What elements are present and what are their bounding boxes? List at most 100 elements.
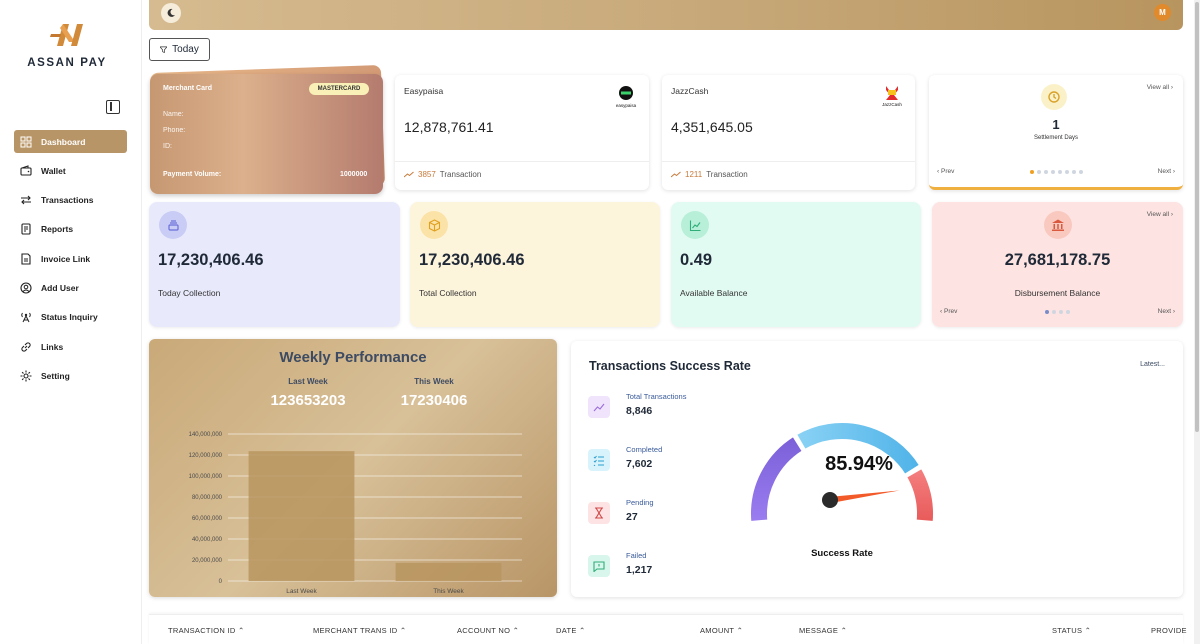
easypaisa-card[interactable]: Easypaisa easypaisa 12,878,761.41 3857 T… bbox=[395, 75, 649, 190]
disbursement-card: View all › 27,681,178.75 Disbursement Ba… bbox=[932, 202, 1183, 327]
row-label: Failed bbox=[626, 551, 647, 560]
sidebar-item-label: Invoice Link bbox=[41, 253, 91, 264]
column-header-account-no[interactable]: ACCOUNT NO ⌃ bbox=[457, 626, 519, 635]
arrows-icon bbox=[19, 193, 33, 207]
row-label: Pending bbox=[626, 498, 654, 507]
view-all-link[interactable]: View all › bbox=[1146, 84, 1173, 91]
scrollbar-thumb[interactable] bbox=[1195, 2, 1199, 432]
trend-up-icon bbox=[404, 171, 414, 178]
latest-filter[interactable]: Latest... bbox=[1140, 361, 1165, 368]
column-header-label: DATE bbox=[556, 626, 577, 635]
page-scrollbar[interactable] bbox=[1194, 0, 1200, 644]
next-button[interactable]: Next › bbox=[1157, 308, 1175, 315]
last-week-value: 123653203 bbox=[270, 392, 346, 409]
stat-label: Today Collection bbox=[158, 288, 221, 298]
tx-count: 3857 bbox=[418, 170, 436, 179]
user-icon bbox=[19, 281, 33, 295]
last-week-summary: Last Week 123653203 bbox=[248, 377, 368, 409]
sidebar-item-reports[interactable]: Reports bbox=[14, 218, 127, 241]
sidebar-item-links[interactable]: Links bbox=[14, 335, 127, 358]
column-header-transaction-id[interactable]: TRANSACTION ID ⌃ bbox=[168, 626, 245, 635]
bank-icon bbox=[1044, 211, 1072, 239]
sidebar-item-invoice-link[interactable]: Invoice Link bbox=[14, 247, 127, 270]
sidebar-item-wallet[interactable]: Wallet bbox=[14, 159, 127, 182]
message-alert-icon bbox=[588, 555, 610, 577]
next-button[interactable]: Next › bbox=[1157, 168, 1175, 175]
wallet-name: Easypaisa bbox=[404, 86, 444, 96]
theme-toggle-button[interactable] bbox=[161, 3, 181, 23]
merchant-card[interactable]: Merchant Card MASTERCARD Name: Phone: ID… bbox=[150, 74, 383, 194]
available-balance-card: 0.49 Available Balance bbox=[671, 202, 921, 327]
sort-icon: ⌃ bbox=[736, 626, 744, 635]
wallet-name: JazzCash bbox=[671, 86, 709, 96]
gauge-segment-high bbox=[905, 467, 935, 524]
view-all-label: View all bbox=[1146, 84, 1170, 91]
settlement-card: View all › 1 Settlement Days ‹ Prev Next… bbox=[929, 75, 1183, 190]
column-header-message[interactable]: MESSAGE ⌃ bbox=[799, 626, 847, 635]
sidebar-item-label: Setting bbox=[41, 370, 70, 381]
success-rate-card: Transactions Success Rate Latest... Tota… bbox=[571, 341, 1183, 597]
sidebar-nav: Dashboard Wallet Transactions Reports Invoic… bbox=[14, 130, 127, 394]
column-header-label: STATUS bbox=[1052, 626, 1083, 635]
x-tick-label: This Week bbox=[433, 588, 464, 595]
trend-icon bbox=[588, 396, 610, 418]
next-label: Next bbox=[1157, 168, 1172, 175]
sidebar-item-label: Reports bbox=[41, 224, 74, 235]
gauge-segment-mid bbox=[795, 421, 922, 476]
prev-button[interactable]: ‹ Prev bbox=[937, 168, 955, 175]
column-header-label: ACCOUNT NO bbox=[457, 626, 511, 635]
divider bbox=[395, 161, 649, 162]
sidebar-item-dashboard[interactable]: Dashboard bbox=[14, 130, 127, 153]
total-transactions-row: Total Transactions 8,846 bbox=[588, 392, 748, 422]
y-tick-label: 40,000,000 bbox=[192, 537, 223, 543]
column-header-status[interactable]: STATUS ⌃ bbox=[1052, 626, 1091, 635]
row-value: 8,846 bbox=[626, 405, 653, 417]
merchant-name-field: Name: bbox=[163, 111, 184, 118]
view-all-link[interactable]: View all › bbox=[1146, 211, 1173, 218]
column-header-label: AMOUNT bbox=[700, 626, 735, 635]
row-label: Completed bbox=[626, 445, 663, 454]
avatar[interactable]: M bbox=[1154, 4, 1171, 21]
brand-logo[interactable]: ASSAN PAY bbox=[22, 18, 112, 69]
sort-icon: ⌃ bbox=[579, 626, 586, 635]
settlement-days-value: 1 bbox=[1052, 117, 1060, 132]
stat-value: 0.49 bbox=[680, 251, 713, 269]
sidebar-item-setting[interactable]: Setting bbox=[14, 364, 127, 387]
prev-label: Prev bbox=[940, 168, 955, 175]
sidebar-toggle-icon[interactable] bbox=[106, 100, 120, 114]
sidebar: ASSAN PAY Dashboard Wallet Transactions Rep… bbox=[0, 0, 142, 644]
moon-icon bbox=[167, 8, 175, 17]
wallet-transactions: 3857 Transaction bbox=[404, 170, 481, 179]
sidebar-item-add-user[interactable]: Add User bbox=[14, 276, 127, 299]
column-header-date[interactable]: DATE ⌃ bbox=[556, 626, 586, 635]
total-collection-card: 17,230,406.46 Total Collection bbox=[410, 202, 660, 327]
merchant-card-title: Merchant Card bbox=[163, 85, 213, 92]
wallet-amount: 4,351,645.05 bbox=[671, 119, 753, 135]
carousel-dots bbox=[1045, 309, 1070, 314]
tower-icon bbox=[19, 310, 33, 324]
y-tick-label: 20,000,000 bbox=[192, 558, 223, 564]
tx-count: 1211 bbox=[685, 170, 703, 179]
sidebar-item-label: Status Inquiry bbox=[41, 312, 98, 323]
easypaisa-logo-icon: easypaisa bbox=[613, 83, 639, 109]
sidebar-item-status-inquiry[interactable]: Status Inquiry bbox=[14, 306, 127, 329]
column-header-provide[interactable]: PROVIDE bbox=[1151, 626, 1187, 635]
column-header-amount[interactable]: AMOUNT ⌃ bbox=[700, 626, 743, 635]
sort-icon: ⌃ bbox=[237, 626, 245, 635]
sort-icon: ⌃ bbox=[840, 626, 848, 635]
sidebar-item-transactions[interactable]: Transactions bbox=[14, 189, 127, 212]
prev-button[interactable]: ‹ Prev bbox=[940, 308, 958, 315]
brand-name: ASSAN PAY bbox=[27, 57, 107, 69]
easypaisa-logo-text: easypaisa bbox=[616, 103, 637, 108]
this-week-label: This Week bbox=[414, 377, 454, 386]
jazzcash-card[interactable]: JazzCash JazzCash 4,351,645.05 1211 Tran… bbox=[662, 75, 915, 190]
jazzcash-logo-text: JazzCash bbox=[882, 102, 902, 107]
wallet-amount: 12,878,761.41 bbox=[404, 119, 494, 135]
gauge-needle bbox=[828, 490, 900, 503]
last-week-label: Last Week bbox=[288, 377, 328, 386]
date-filter-button[interactable]: Today bbox=[149, 38, 210, 61]
column-header-merchant-trans-id[interactable]: MERCHANT TRANS ID ⌃ bbox=[313, 626, 406, 635]
row-label: Total Transactions bbox=[626, 392, 687, 401]
stat-value: 17,230,406.46 bbox=[419, 251, 525, 269]
